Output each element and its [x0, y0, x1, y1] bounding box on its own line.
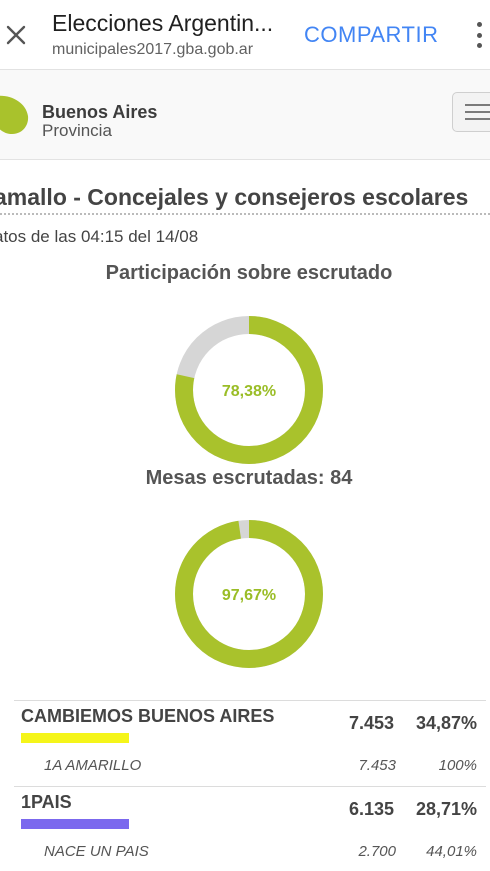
party-percentage: 28,71%: [415, 799, 477, 819]
tables-label: Mesas escrutadas: 84: [145, 467, 353, 489]
party-color-bar: [21, 733, 129, 743]
list-row[interactable]: 1A AMARILLO 7.453 100%: [14, 749, 486, 786]
close-icon[interactable]: [0, 12, 32, 58]
results-table: CAMBIEMOS BUENOS AIRES 7.453 34,87% 1A A…: [14, 700, 486, 871]
party-row[interactable]: CAMBIEMOS BUENOS AIRES 7.453 34,87%: [14, 701, 486, 749]
participation-label: Participación sobre escrutado: [105, 262, 393, 284]
party-percentage: 34,87%: [415, 713, 477, 733]
list-name: NACE UN PAIS: [44, 843, 149, 860]
logo-text-line1[interactable]: Buenos Aires: [42, 102, 158, 122]
tables-donut: 97,67%: [175, 520, 323, 668]
list-percentage: 44,01%: [426, 843, 477, 860]
party-votes: 7.453: [348, 713, 394, 733]
participation-donut: 78,38%: [175, 316, 323, 464]
hamburger-icon[interactable]: [452, 92, 490, 132]
party-block: CAMBIEMOS BUENOS AIRES 7.453 34,87% 1A A…: [14, 700, 486, 786]
list-votes: 7.453: [358, 757, 396, 774]
party-name: 1PAIS: [21, 792, 72, 812]
share-button[interactable]: COMPARTIR: [304, 22, 439, 47]
update-timestamp: atos de las 04:15 del 14/08: [0, 227, 490, 249]
logo-text-line2[interactable]: Provincia: [42, 121, 112, 140]
page-title-wrap: amallo - Concejales y consejeros escolar…: [0, 184, 490, 218]
list-percentage: 100%: [438, 757, 477, 774]
list-row[interactable]: NACE UN PAIS 2.700 44,01%: [14, 835, 486, 871]
title-divider: [0, 213, 490, 215]
participation-donut-fill: [175, 316, 323, 464]
party-votes: 6.135: [348, 799, 394, 819]
tab-title: Elecciones Argentin...: [52, 10, 274, 36]
browser-toolbar: Elecciones Argentin... municipales2017.g…: [0, 0, 490, 70]
update-timestamp-text: atos de las 04:15 del 14/08: [0, 227, 199, 246]
party-row[interactable]: 1PAIS 6.135 28,71%: [14, 787, 486, 835]
participation-value: 78,38%: [222, 383, 276, 400]
tables-donut-fill: [175, 520, 323, 668]
tables-value: 97,67%: [222, 587, 276, 604]
list-name: 1A AMARILLO: [44, 757, 142, 774]
party-name: CAMBIEMOS BUENOS AIRES: [21, 706, 275, 726]
site-header: Buenos Aires Provincia: [0, 70, 490, 160]
page-url[interactable]: municipales2017.gba.gob.ar: [52, 41, 254, 58]
party-color-bar: [21, 819, 129, 829]
page-title: amallo - Concejales y consejeros escolar…: [0, 184, 469, 210]
province-logo-icon[interactable]: [0, 92, 30, 136]
more-vert-icon[interactable]: [470, 18, 488, 52]
party-block: 1PAIS 6.135 28,71% NACE UN PAIS 2.700 44…: [14, 786, 486, 871]
list-votes: 2.700: [358, 843, 396, 860]
